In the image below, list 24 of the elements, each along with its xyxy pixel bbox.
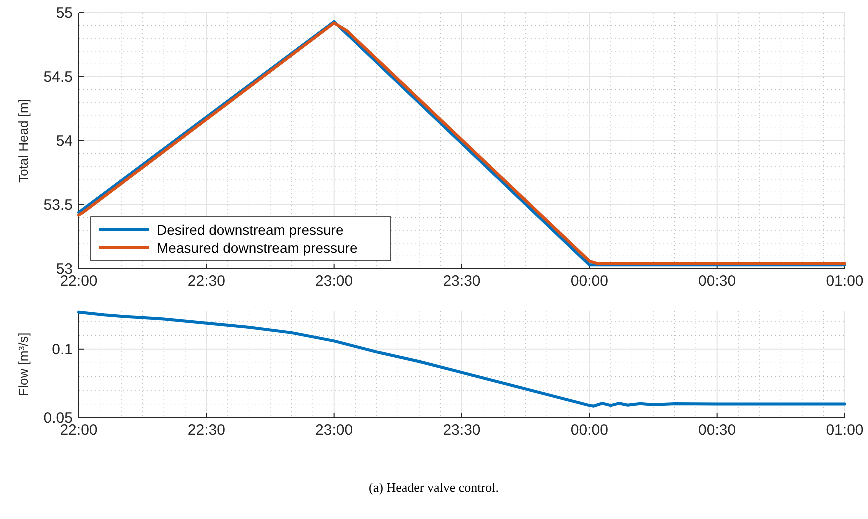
y-tick-label: 54.5 (44, 69, 73, 86)
x-tick-label: 00:30 (698, 422, 736, 439)
x-tick-label: 22:30 (188, 422, 226, 439)
y-tick-label: 55 (56, 5, 73, 22)
y-axis-title: Total Head [m] (16, 99, 31, 183)
x-tick-label: 01:00 (826, 273, 864, 290)
legend-label: Desired downstream pressure (157, 222, 344, 238)
x-tick-label: 00:00 (570, 422, 608, 439)
legend-label: Measured downstream pressure (157, 240, 358, 256)
x-tick-label: 23:00 (316, 422, 354, 439)
y-tick-label: 53.5 (44, 197, 73, 214)
x-tick-label: 23:00 (316, 273, 354, 290)
y-tick-label: 54 (56, 133, 73, 150)
x-tick-label: 22:30 (188, 273, 226, 290)
x-tick-label: 23:30 (443, 273, 481, 290)
x-tick-label: 22:00 (60, 273, 98, 290)
x-tick-label: 01:00 (826, 422, 864, 439)
x-tick-label: 23:30 (443, 422, 481, 439)
x-tick-label: 22:00 (60, 422, 98, 439)
y-axis-title: Flow [m³/s] (16, 332, 31, 396)
y-tick-label: 0.1 (52, 341, 73, 358)
x-tick-label: 00:30 (698, 273, 736, 290)
text: (a) Header valve control. (369, 480, 499, 495)
x-tick-label: 00:00 (570, 273, 608, 290)
